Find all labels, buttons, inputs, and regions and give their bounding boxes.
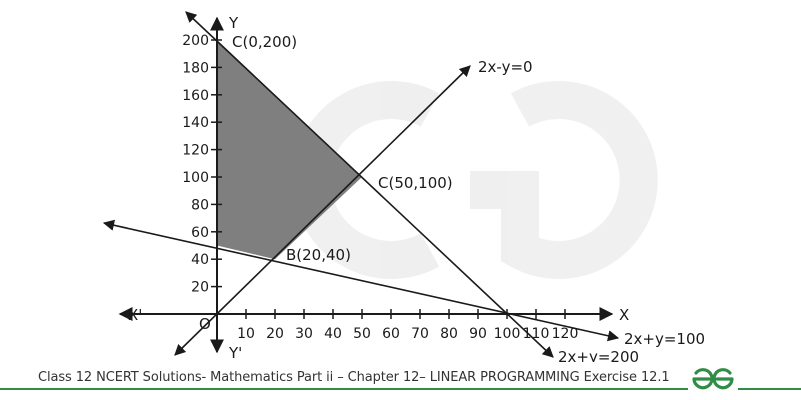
y-axis-label: Y	[228, 14, 239, 32]
x-tick-label: 10	[237, 326, 255, 342]
footer: Class 12 NCERT Solutions- Mathematics Pa…	[0, 362, 801, 400]
lp-graph: 10 20 30 40 50 60 70 80 90 100 110 1202040608010012…	[102, 11, 705, 362]
point-label-b-20-40: B(20,40)	[286, 246, 351, 264]
x-tick-label: 90	[469, 326, 487, 342]
y-tick-label: 140	[182, 115, 209, 131]
y-tick-label: 100	[182, 170, 209, 186]
equation-label-2x-plus-y-100: 2x+y=100	[624, 330, 705, 348]
y-tick-label: 80	[191, 197, 209, 213]
origin-label: O	[199, 315, 211, 333]
watermark	[292, 81, 658, 279]
x-tick-label: 50	[353, 326, 371, 342]
equation-label-2x-minus-y: 2x-y=0	[478, 58, 533, 76]
x-neg-axis-label: X'	[128, 306, 142, 324]
y-tick-label: 160	[182, 88, 209, 104]
x-tick-label: 30	[295, 326, 313, 342]
geeksforgeeks-logo-icon	[688, 364, 738, 394]
y-tick-label: 180	[182, 60, 209, 76]
y-tick-label: 120	[182, 143, 209, 159]
x-tick-label: 70	[411, 326, 429, 342]
y-tick-label: 40	[191, 252, 209, 268]
line-2x-plus-y-eq-100	[102, 219, 620, 342]
y-tick-label: 20	[191, 280, 209, 296]
footer-divider	[0, 388, 801, 390]
x-tick-label: 100	[494, 326, 521, 342]
point-label-c-50-100: C(50,100)	[378, 174, 453, 192]
footer-caption: Class 12 NCERT Solutions- Mathematics Pa…	[38, 370, 670, 385]
point-label-c-0-200: C(0,200)	[232, 33, 297, 51]
equation-label-2x-plus-y-200: 2x+y=200	[558, 348, 639, 362]
x-tick-label: 40	[324, 326, 342, 342]
y-neg-axis-label: Y'	[228, 344, 242, 362]
x-tick-label: 80	[440, 326, 458, 342]
x-tick-label: 20	[266, 326, 284, 342]
x-axis-label: X	[619, 306, 629, 324]
x-tick-label: 110	[523, 326, 550, 342]
x-tick-label: 60	[382, 326, 400, 342]
axis-ticks: 10 20 30 40 50 60 70 80 90 100 110 1202040608010012…	[182, 33, 578, 342]
y-tick-label: 200	[182, 33, 209, 49]
y-tick-label: 60	[191, 225, 209, 241]
x-tick-label: 120	[552, 326, 579, 342]
